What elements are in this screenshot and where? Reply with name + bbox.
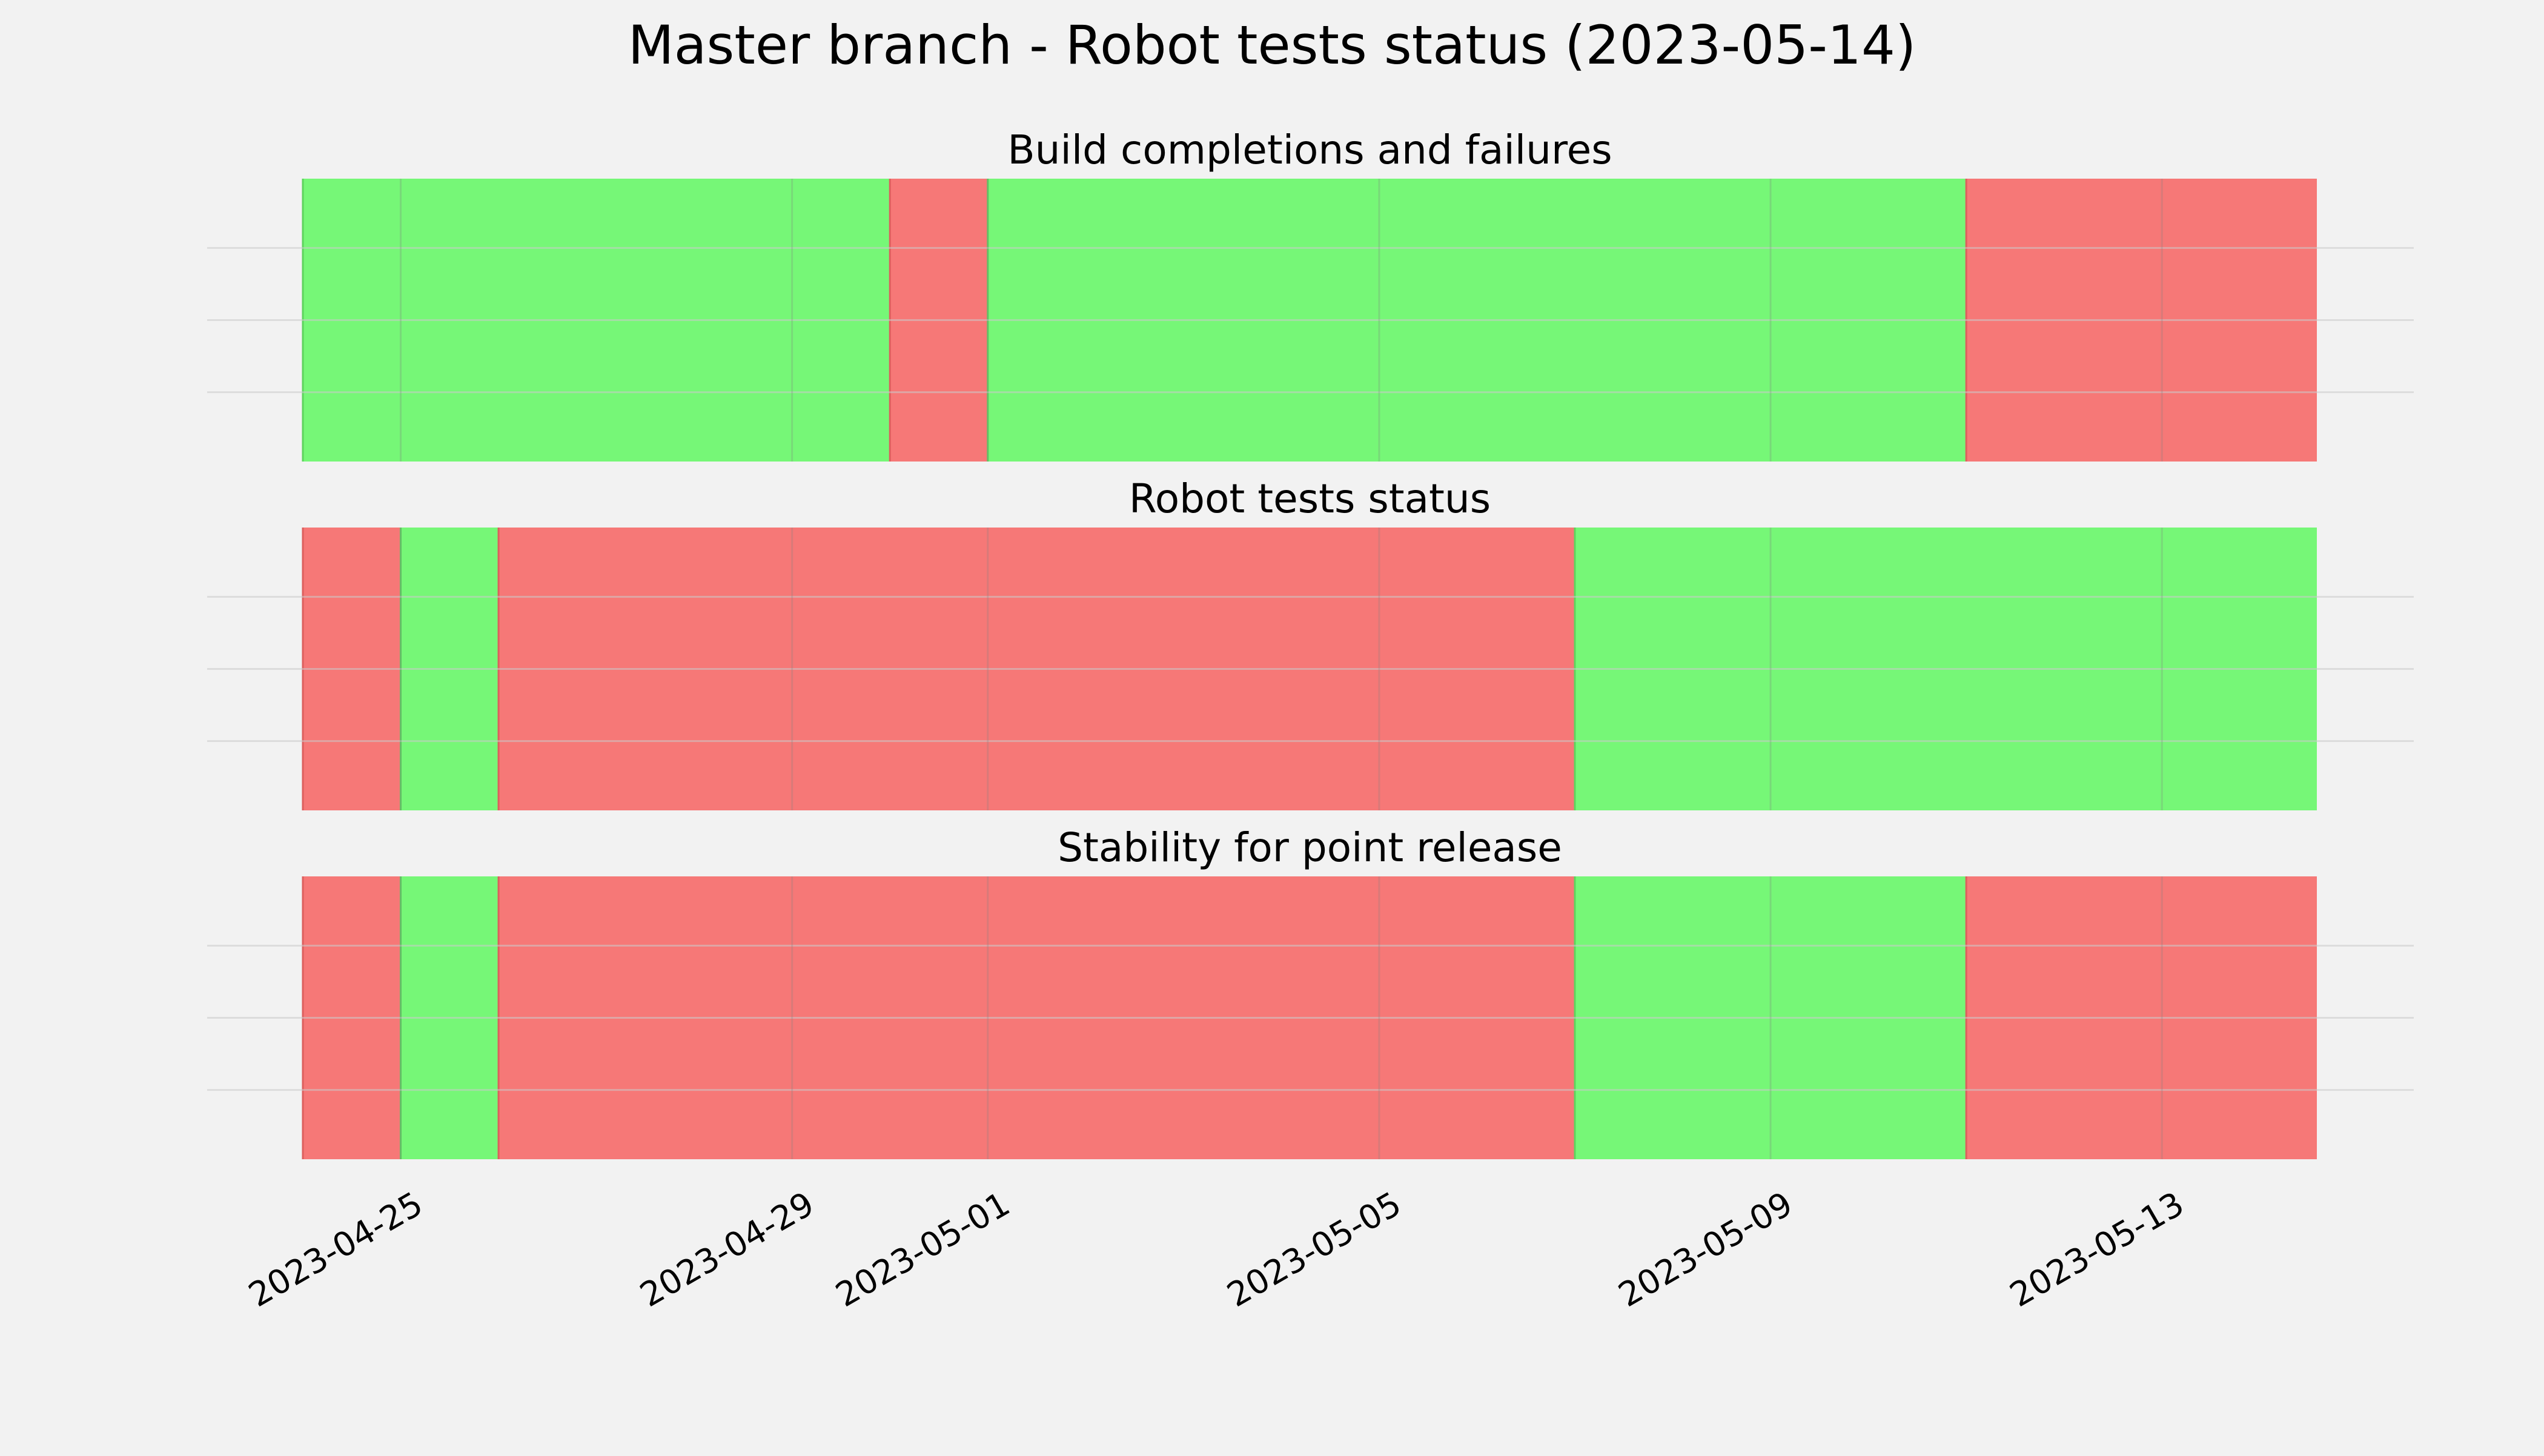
panel-1: Build completions and failures (207, 127, 2414, 462)
panel-title: Stability for point release (1058, 824, 1562, 871)
panel-title: Robot tests status (1129, 475, 1491, 522)
panel-3: Stability for point release 2023-04-25 202… (207, 824, 2414, 1314)
panels: Build completions and failures Robot test… (207, 127, 2414, 1314)
x-tick-label: 2023-05-09 (1612, 1184, 1799, 1314)
figure-title: Master branch - Robot tests status (2023… (628, 14, 1916, 76)
panel-2: Robot tests status (207, 475, 2414, 810)
panel-title: Build completions and failures (1007, 127, 1612, 173)
x-tick-label: 2023-04-29 (634, 1184, 821, 1314)
x-tick-label: 2023-05-13 (2003, 1184, 2190, 1314)
x-tick-label: 2023-05-01 (829, 1184, 1016, 1314)
x-tick-label: 2023-05-05 (1221, 1184, 1408, 1314)
x-tick-label: 2023-04-25 (242, 1184, 429, 1314)
